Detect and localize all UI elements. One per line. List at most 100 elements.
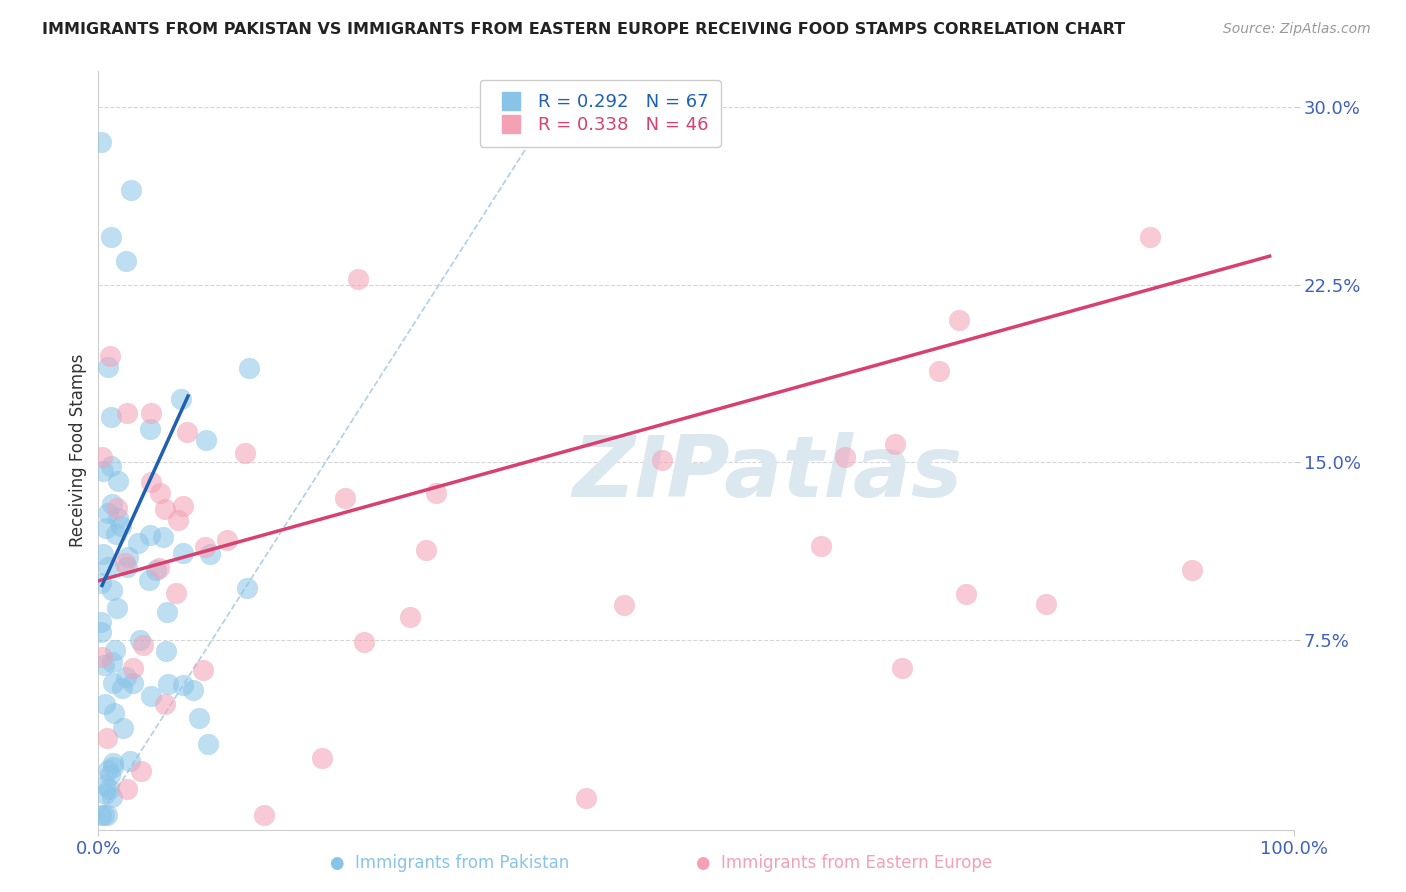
Point xyxy=(117,559,139,574)
Point xyxy=(139,527,162,541)
Point xyxy=(575,791,598,805)
Point xyxy=(122,661,145,675)
Point xyxy=(91,450,114,464)
Point xyxy=(111,681,134,695)
Point xyxy=(97,359,120,374)
Point xyxy=(233,446,256,460)
Point xyxy=(90,136,112,150)
Point xyxy=(145,563,167,577)
Point xyxy=(399,610,422,624)
Point xyxy=(103,756,125,771)
Point xyxy=(104,527,127,541)
Point xyxy=(238,360,260,375)
Point xyxy=(114,557,136,571)
Point xyxy=(93,658,115,673)
Legend: R = 0.292   N = 67, R = 0.338   N = 46: R = 0.292 N = 67, R = 0.338 N = 46 xyxy=(479,80,721,147)
Point xyxy=(200,547,222,561)
Point xyxy=(152,530,174,544)
Point xyxy=(115,782,138,797)
Point xyxy=(1181,562,1204,576)
Point xyxy=(155,501,177,516)
Text: ZIPatlas: ZIPatlas xyxy=(572,432,963,515)
Point xyxy=(100,349,122,363)
Point xyxy=(100,230,122,244)
Point xyxy=(194,541,217,555)
Point xyxy=(104,642,127,657)
Point xyxy=(131,638,153,652)
Point xyxy=(311,751,333,765)
Point xyxy=(415,542,437,557)
Point xyxy=(97,763,120,777)
Point xyxy=(166,586,188,600)
Point xyxy=(613,598,636,612)
Point xyxy=(172,499,194,513)
Point xyxy=(122,676,145,690)
Point xyxy=(90,624,112,639)
Text: Source: ZipAtlas.com: Source: ZipAtlas.com xyxy=(1223,22,1371,37)
Point xyxy=(90,808,112,822)
Point xyxy=(253,808,276,822)
Point xyxy=(97,781,120,796)
Point xyxy=(149,486,172,500)
Point xyxy=(155,644,177,658)
Point xyxy=(91,650,114,665)
Point xyxy=(127,535,149,549)
Point xyxy=(197,737,219,751)
Point xyxy=(139,422,162,436)
Point xyxy=(101,582,124,597)
Point xyxy=(94,521,117,535)
Point xyxy=(94,778,117,792)
Point xyxy=(425,486,447,500)
Point xyxy=(188,711,211,725)
Point xyxy=(834,450,856,464)
Point xyxy=(90,615,112,629)
Point xyxy=(107,510,129,524)
Point xyxy=(1035,597,1057,611)
Point xyxy=(97,560,120,574)
Point xyxy=(96,808,118,822)
Point xyxy=(103,760,125,774)
Point xyxy=(148,561,170,575)
Point xyxy=(96,731,118,745)
Point xyxy=(215,533,238,547)
Point xyxy=(105,501,128,516)
Point xyxy=(94,697,117,711)
Point xyxy=(156,605,179,619)
Point xyxy=(193,663,215,677)
Point xyxy=(128,632,150,647)
Point xyxy=(236,581,259,595)
Point xyxy=(97,506,120,520)
Point xyxy=(105,601,128,615)
Y-axis label: Receiving Food Stamps: Receiving Food Stamps xyxy=(69,354,87,547)
Point xyxy=(167,513,190,527)
Point xyxy=(181,683,204,698)
Point xyxy=(172,546,194,560)
Point xyxy=(101,790,124,805)
Point xyxy=(117,550,139,565)
Point xyxy=(333,491,356,505)
Text: IMMIGRANTS FROM PAKISTAN VS IMMIGRANTS FROM EASTERN EUROPE RECEIVING FOOD STAMPS: IMMIGRANTS FROM PAKISTAN VS IMMIGRANTS F… xyxy=(42,22,1125,37)
Point xyxy=(955,587,977,601)
Text: ●  Immigrants from Pakistan: ● Immigrants from Pakistan xyxy=(330,855,569,872)
Point xyxy=(100,655,122,669)
Point xyxy=(651,453,673,467)
Point xyxy=(98,768,121,782)
Point xyxy=(353,635,375,649)
Point xyxy=(139,690,162,704)
Point xyxy=(948,313,970,327)
Point xyxy=(93,808,115,822)
Point xyxy=(153,698,176,712)
Point xyxy=(810,539,832,553)
Text: ●  Immigrants from Eastern Europe: ● Immigrants from Eastern Europe xyxy=(696,855,991,872)
Point xyxy=(138,574,160,588)
Point xyxy=(93,464,115,478)
Point xyxy=(176,425,198,440)
Point xyxy=(111,721,134,735)
Point xyxy=(157,677,180,691)
Point xyxy=(91,547,114,561)
Point xyxy=(195,433,218,447)
Point xyxy=(883,437,905,451)
Point xyxy=(347,272,370,286)
Point xyxy=(101,675,124,690)
Point xyxy=(100,458,122,473)
